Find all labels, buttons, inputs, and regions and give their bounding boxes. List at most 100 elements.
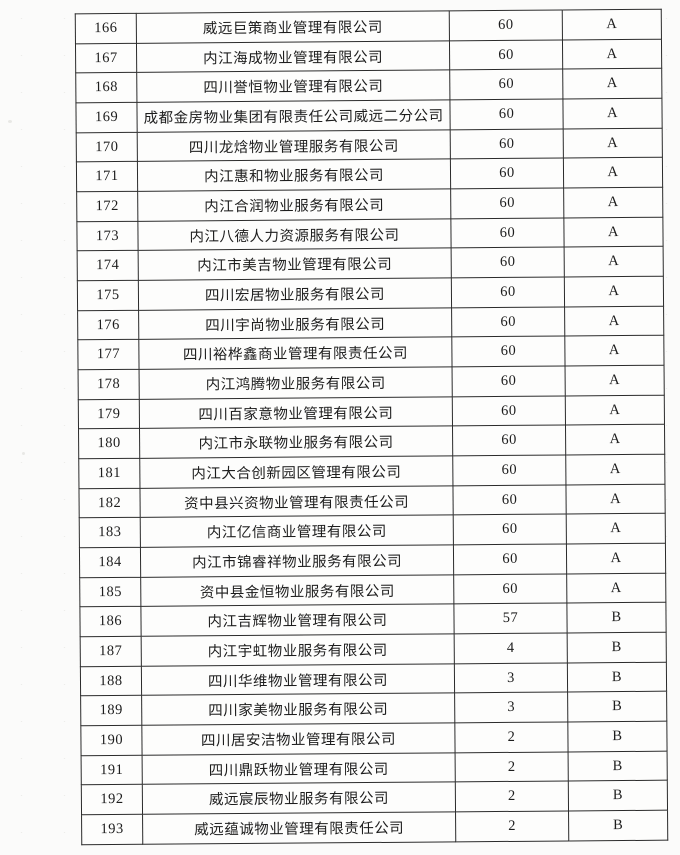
cell-grade: B bbox=[566, 602, 667, 634]
cell-name: 内江大合创新园区管理有限公司 bbox=[139, 455, 453, 489]
cell-index: 190 bbox=[80, 725, 143, 756]
cell-grade: A bbox=[564, 276, 664, 307]
cell-score: 60 bbox=[450, 128, 564, 160]
cell-score: 60 bbox=[452, 395, 566, 427]
cell-score: 2 bbox=[455, 781, 569, 812]
cell-name: 四川誉恒物业管理有限公司 bbox=[136, 70, 450, 103]
table-row: 167 内江海成物业管理有限公司 60 A bbox=[75, 38, 662, 74]
cell-grade: A bbox=[566, 572, 666, 604]
cell-index: 171 bbox=[76, 161, 138, 192]
cell-grade: A bbox=[565, 483, 666, 515]
cell-grade: A bbox=[563, 127, 663, 159]
cell-grade: B bbox=[568, 780, 668, 812]
cell-name: 内江八德人力资源服务有限公司 bbox=[137, 218, 452, 251]
cell-index: 167 bbox=[75, 43, 137, 74]
cell-index: 181 bbox=[78, 458, 140, 489]
cell-grade: A bbox=[562, 68, 662, 100]
table-row: 187 内江宇虹物业服务有限公司 4 B bbox=[80, 632, 667, 667]
cell-index: 176 bbox=[77, 310, 139, 341]
table-row: 173 内江八德人力资源服务有限公司 60 A bbox=[76, 216, 664, 252]
table-row: 170 四川龙焓物业管理服务有限公司 60 A bbox=[76, 127, 663, 163]
cell-name: 内江吉辉物业管理有限公司 bbox=[140, 604, 455, 637]
cell-index: 193 bbox=[81, 814, 143, 845]
cell-name: 内江合润物业服务有限公司 bbox=[137, 188, 451, 222]
table-row: 176 四川宇尚物业服务有限公司 60 A bbox=[77, 305, 664, 341]
table-row: 177 四川裕桦鑫商业管理有限责任公司 60 A bbox=[77, 335, 665, 370]
cell-index: 188 bbox=[80, 666, 142, 697]
cell-score: 60 bbox=[451, 277, 565, 308]
cell-name: 内江鸿腾物业服务有限公司 bbox=[139, 366, 453, 400]
cell-name: 四川家美物业服务有限公司 bbox=[141, 693, 455, 726]
cell-name: 成都金房物业集团有限责任公司威远二分公司 bbox=[136, 99, 451, 133]
table-row: 178 内江鸿腾物业服务有限公司 60 A bbox=[78, 365, 665, 400]
cell-grade: A bbox=[562, 38, 662, 70]
table-row: 190 四川居安洁物业管理有限公司 2 B bbox=[80, 721, 668, 756]
table-row: 172 内江合润物业服务有限公司 60 A bbox=[76, 187, 663, 222]
table-row: 184 内江市锦睿祥物业服务有限公司 60 A bbox=[79, 543, 666, 578]
cell-score: 60 bbox=[449, 69, 563, 100]
cell-name: 四川居安洁物业管理有限公司 bbox=[141, 722, 456, 756]
cell-grade: A bbox=[563, 157, 663, 189]
cell-name: 威远蕴诚物业管理有限责任公司 bbox=[142, 811, 456, 845]
cell-name: 内江惠和物业服务有限公司 bbox=[137, 159, 451, 192]
table-row: 188 四川华维物业管理有限公司 3 B bbox=[80, 661, 667, 697]
cell-index: 192 bbox=[81, 784, 143, 815]
cell-score: 4 bbox=[454, 633, 568, 664]
table-row: 192 威远宸辰物业服务有限公司 2 B bbox=[81, 780, 668, 815]
table-row: 181 内江大合创新园区管理有限公司 60 A bbox=[78, 454, 665, 489]
cell-grade: A bbox=[563, 187, 663, 218]
cell-index: 170 bbox=[76, 132, 138, 163]
cell-score: 3 bbox=[454, 662, 568, 694]
cell-name: 四川龙焓物业管理服务有限公司 bbox=[137, 129, 451, 162]
cell-grade: B bbox=[567, 721, 668, 752]
cell-score: 60 bbox=[453, 544, 567, 575]
cell-score: 60 bbox=[452, 484, 567, 516]
cell-name: 威远巨策商业管理有限公司 bbox=[136, 10, 450, 44]
cell-grade: A bbox=[564, 335, 665, 367]
cell-score: 60 bbox=[449, 39, 563, 71]
cell-name: 内江市美吉物业管理有限公司 bbox=[138, 248, 452, 281]
cell-name: 四川宏居物业服务有限公司 bbox=[138, 277, 452, 311]
cell-score: 2 bbox=[455, 751, 569, 783]
cell-index: 182 bbox=[78, 488, 141, 519]
cell-name: 内江宇虹物业服务有限公司 bbox=[141, 633, 455, 667]
cell-grade: A bbox=[562, 9, 662, 40]
company-rating-table-wrap: 166 威远巨策商业管理有限公司 60 A 167 内江海成物业管理有限公司 60 A 168 四… bbox=[74, 8, 669, 846]
table-row: 189 四川家美物业服务有限公司 3 B bbox=[80, 691, 667, 726]
cell-index: 179 bbox=[78, 399, 140, 430]
cell-index: 178 bbox=[78, 369, 140, 400]
cell-index: 174 bbox=[77, 250, 139, 281]
table-row: 175 四川宏居物业服务有限公司 60 A bbox=[77, 276, 664, 311]
cell-index: 175 bbox=[77, 280, 139, 311]
cell-index: 184 bbox=[79, 547, 141, 578]
table-row: 185 资中县金恒物业服务有限公司 60 A bbox=[79, 572, 666, 608]
cell-name: 四川鼎跃物业管理有限公司 bbox=[142, 752, 456, 785]
cell-index: 187 bbox=[80, 636, 142, 667]
cell-grade: A bbox=[562, 98, 663, 129]
cell-index: 168 bbox=[75, 72, 137, 103]
cell-grade: A bbox=[564, 246, 664, 278]
cell-name: 四川宇尚物业服务有限公司 bbox=[138, 307, 452, 340]
cell-score: 60 bbox=[453, 573, 567, 605]
cell-index: 191 bbox=[81, 755, 143, 786]
cell-score: 60 bbox=[449, 99, 564, 130]
cell-index: 166 bbox=[75, 13, 137, 44]
table-body: 166 威远巨策商业管理有限公司 60 A 167 内江海成物业管理有限公司 60 A 168 四… bbox=[75, 9, 668, 845]
cell-score: 2 bbox=[454, 722, 569, 753]
table-row: 193 威远蕴诚物业管理有限责任公司 2 B bbox=[81, 810, 668, 845]
table-row: 169 成都金房物业集团有限责任公司威远二分公司 60 A bbox=[75, 98, 663, 133]
cell-grade: B bbox=[567, 691, 667, 723]
cell-score: 57 bbox=[453, 603, 568, 634]
cell-grade: A bbox=[563, 216, 664, 248]
cell-score: 60 bbox=[452, 425, 566, 456]
cell-index: 172 bbox=[76, 191, 138, 222]
cell-grade: B bbox=[568, 750, 668, 782]
table-row: 179 四川百家意物业管理有限公司 60 A bbox=[78, 394, 665, 430]
table-row: 174 内江市美吉物业管理有限公司 60 A bbox=[77, 246, 664, 281]
cell-index: 183 bbox=[79, 517, 141, 548]
cell-score: 60 bbox=[451, 306, 565, 338]
table-row: 180 内江市永联物业服务有限公司 60 A bbox=[78, 424, 665, 459]
table-row: 182 资中县兴资物业管理有限责任公司 60 A bbox=[78, 483, 666, 519]
cell-grade: A bbox=[565, 394, 665, 426]
